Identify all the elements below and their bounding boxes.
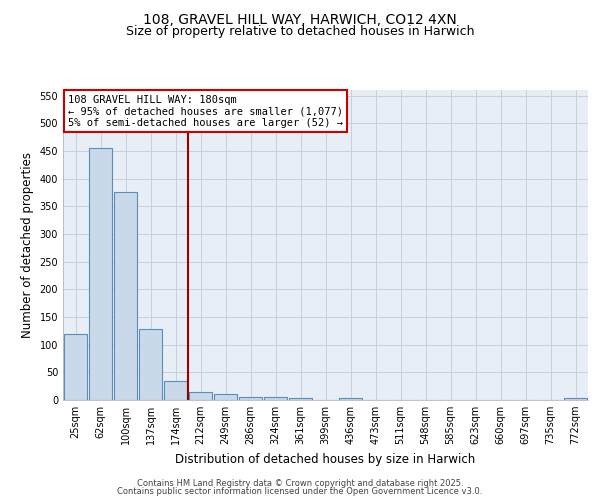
Bar	[289, 398, 312, 400]
Text: Size of property relative to detached houses in Harwich: Size of property relative to detached ho…	[126, 25, 474, 38]
Text: 108 GRAVEL HILL WAY: 180sqm
← 95% of detached houses are smaller (1,077)
5% of s: 108 GRAVEL HILL WAY: 180sqm ← 95% of det…	[68, 94, 343, 128]
Bar	[189, 392, 212, 400]
Bar	[89, 148, 112, 400]
Bar	[264, 396, 287, 400]
Bar	[139, 329, 162, 400]
Text: 108, GRAVEL HILL WAY, HARWICH, CO12 4XN: 108, GRAVEL HILL WAY, HARWICH, CO12 4XN	[143, 12, 457, 26]
X-axis label: Distribution of detached houses by size in Harwich: Distribution of detached houses by size …	[175, 452, 476, 466]
Text: Contains HM Land Registry data © Crown copyright and database right 2025.: Contains HM Land Registry data © Crown c…	[137, 478, 463, 488]
Bar	[114, 192, 137, 400]
Bar	[564, 398, 587, 400]
Bar	[339, 398, 362, 400]
Bar	[239, 396, 262, 400]
Y-axis label: Number of detached properties: Number of detached properties	[21, 152, 34, 338]
Bar	[64, 334, 87, 400]
Bar	[214, 394, 237, 400]
Text: Contains public sector information licensed under the Open Government Licence v3: Contains public sector information licen…	[118, 487, 482, 496]
Bar	[164, 380, 187, 400]
